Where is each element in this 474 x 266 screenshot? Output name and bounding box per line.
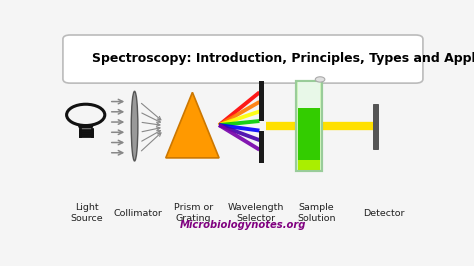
FancyBboxPatch shape xyxy=(63,35,423,83)
Text: Spectroscopy: Introduction, Principles, Types and Applications: Spectroscopy: Introduction, Principles, … xyxy=(92,52,474,65)
Text: Collimator: Collimator xyxy=(114,209,163,218)
Bar xyxy=(298,81,320,108)
Bar xyxy=(298,108,320,171)
Polygon shape xyxy=(166,92,219,158)
Bar xyxy=(374,103,378,149)
Bar xyxy=(259,81,264,121)
Bar xyxy=(296,81,322,171)
Text: Light
Source: Light Source xyxy=(71,203,103,223)
Ellipse shape xyxy=(131,91,138,161)
Text: Microbiologynotes.org: Microbiologynotes.org xyxy=(180,219,306,230)
Text: Sample
Solution: Sample Solution xyxy=(297,203,336,223)
Circle shape xyxy=(315,77,325,82)
Bar xyxy=(259,131,264,163)
Polygon shape xyxy=(78,125,94,128)
Text: Wavelength
Selector: Wavelength Selector xyxy=(228,203,284,223)
Bar xyxy=(296,81,322,171)
Text: Prism or
Grating: Prism or Grating xyxy=(173,203,213,223)
Text: Detector: Detector xyxy=(364,209,405,218)
Bar xyxy=(298,160,320,171)
